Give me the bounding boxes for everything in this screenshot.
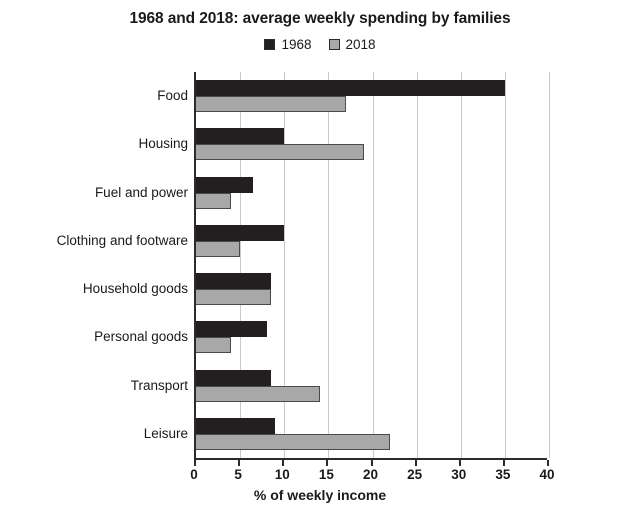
x-axis: 0 5 10 15 20 25 30 35 40 [190,458,555,482]
category-label: Clothing and footware [56,232,188,248]
x-axis-tick [238,460,241,466]
bar-2018[interactable] [196,144,364,161]
category-label: Household goods [82,281,188,297]
category-label: Food [157,88,188,104]
bar-group: Transport [131,369,547,402]
bar-1968[interactable] [196,369,271,386]
legend-label-1968: 1968 [281,37,312,52]
legend-item-1968[interactable]: 1968 [264,37,312,52]
x-axis-tick-label: 20 [362,467,379,482]
x-axis-tick-label: 0 [190,467,198,482]
category-label: Transport [130,377,188,393]
x-axis-tick [547,460,549,466]
x-axis-tick [370,460,373,466]
x-axis-tick [458,460,461,466]
bar-group: Fuel and power [95,176,547,209]
bar-group: Leisure [144,417,547,450]
x-axis-tick [414,460,417,466]
bar-group: Clothing and footware [57,224,547,257]
gridline [549,72,550,458]
bar-1968[interactable] [196,417,276,434]
x-axis-tick-label: 40 [539,467,555,482]
bar-2018[interactable] [196,289,271,306]
x-axis-tick-label: 25 [407,467,423,482]
chart-legend: 1968 2018 [0,37,640,52]
bar-2018[interactable] [196,385,320,402]
bar-group: Household goods [83,273,547,306]
bar-2018[interactable] [196,337,232,354]
bar-group: Food [157,80,547,113]
legend-swatch-icon-2018 [328,39,340,50]
x-axis-tick-label: 30 [451,467,467,482]
bar-group: Personal goods [94,321,547,354]
category-label: Leisure [143,425,188,441]
x-axis-tick [282,460,285,466]
x-axis-tick-label: 15 [318,467,334,482]
bar-1968[interactable] [196,273,271,290]
legend-swatch-icon-1968 [264,39,276,50]
category-label: Fuel and power [94,184,188,200]
legend-item-2018[interactable]: 2018 [328,37,376,52]
x-axis-title: % of weekly income [253,487,387,503]
bar-1968[interactable] [196,128,285,145]
plot-area: Food Housing Fuel and power Clothing and fo… [57,72,550,458]
bar-1968[interactable] [196,80,505,97]
bar-group: Housing [138,128,547,161]
x-axis-tick-label: 10 [274,467,290,482]
bar-2018[interactable] [196,192,232,209]
legend-label-2018: 2018 [345,37,376,52]
x-axis-tick-label: 5 [234,467,242,482]
bar-1968[interactable] [196,321,267,338]
bar-2018[interactable] [196,433,391,450]
bar-1968[interactable] [196,224,285,241]
chart-title: 1968 and 2018: average weekly spending b… [129,10,511,27]
bar-2018[interactable] [196,96,347,113]
x-axis-tick [194,460,196,466]
x-axis-tick [502,460,505,466]
category-label: Personal goods [94,329,188,345]
bar-2018[interactable] [196,240,241,257]
bar-1968[interactable] [196,176,254,193]
category-label: Housing [138,136,188,152]
x-axis-tick [326,460,329,466]
x-axis-tick-label: 35 [495,467,511,482]
